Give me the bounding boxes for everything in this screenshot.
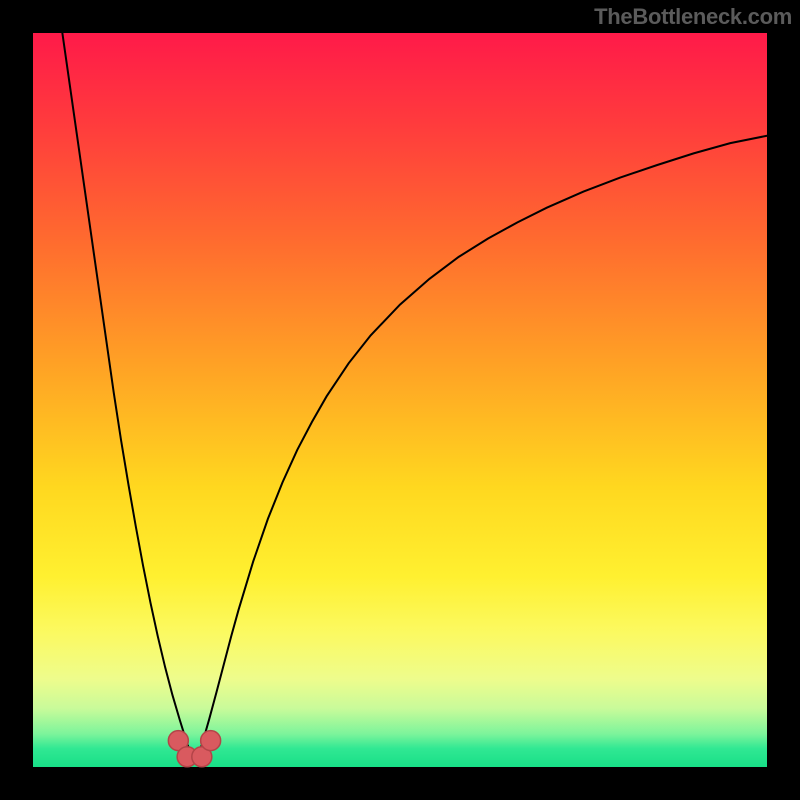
- bottleneck-chart: [0, 0, 800, 800]
- attribution-label: TheBottleneck.com: [594, 4, 792, 30]
- chart-container: TheBottleneck.com: [0, 0, 800, 800]
- plot-area: [33, 33, 767, 767]
- marker-point: [201, 731, 221, 751]
